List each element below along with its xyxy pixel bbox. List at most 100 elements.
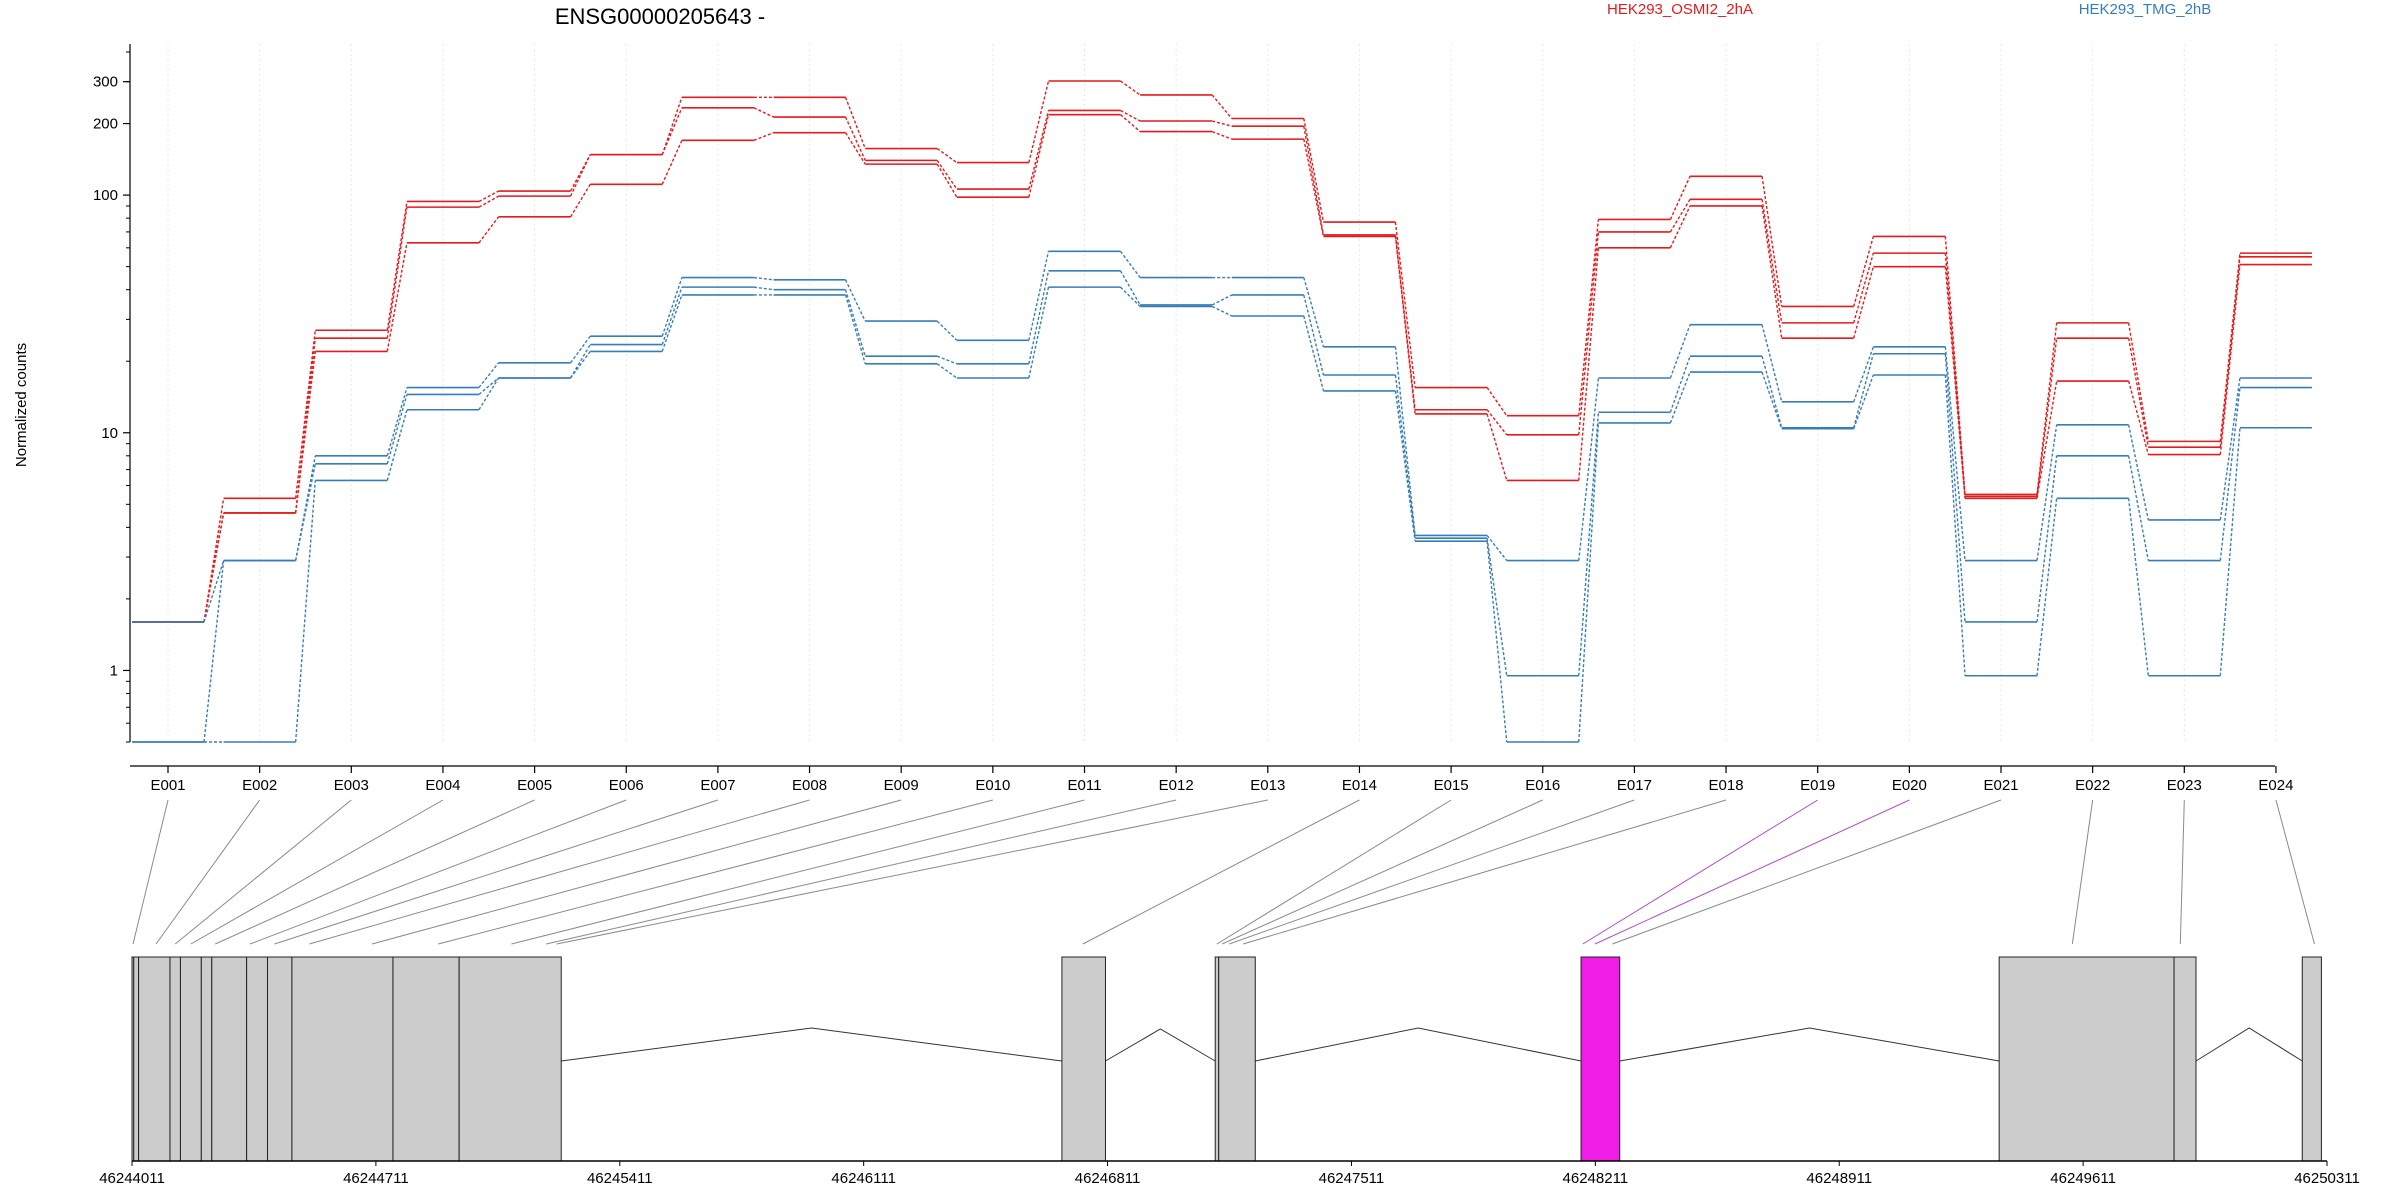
data-connector (478, 362, 500, 388)
data-connector (1394, 346, 1416, 536)
data-connector (661, 286, 683, 345)
series-lines (132, 80, 2312, 743)
exon-block (1214, 956, 1220, 1162)
y-tick-label: 300 (93, 74, 118, 91)
intron-line (1255, 1027, 1582, 1062)
exon-connector (511, 799, 1085, 945)
x-tick-label: E012 (1159, 777, 1194, 794)
data-connector (1761, 324, 1783, 402)
data-connector (1303, 126, 1325, 236)
data-connector (294, 338, 316, 514)
exon-block (458, 956, 562, 1162)
exon-connector (132, 799, 169, 945)
exon-connector (1242, 799, 1727, 945)
exon-connector (556, 799, 1268, 945)
data-connector (2127, 498, 2149, 676)
data-connector (936, 320, 958, 341)
data-connector (386, 394, 408, 465)
data-connector (1119, 270, 1141, 306)
x-tick-label: E019 (1800, 777, 1835, 794)
exon-connector (2179, 799, 2185, 945)
data-connector (1944, 236, 1966, 495)
data-connector (1853, 353, 1875, 428)
data-connector (294, 480, 316, 743)
data-connector (661, 140, 683, 185)
data-connector (478, 216, 500, 244)
data-connector (1944, 253, 1966, 497)
series-1 (132, 80, 2312, 623)
exon-connector (309, 799, 810, 945)
exon-connector (190, 799, 444, 945)
data-connector (936, 163, 958, 198)
data-connector (844, 116, 866, 161)
genomic-coordinate-label: 46250311 (2294, 1170, 2360, 1187)
exon-connector (155, 799, 261, 945)
data-connector (1486, 538, 1508, 676)
data-connector (1211, 120, 1232, 127)
series-6 (132, 286, 2312, 743)
data-connector (2036, 338, 2058, 497)
highlighted-exon (1580, 956, 1621, 1162)
chart-text: ENSG00000205643 - Normalized counts (13, 4, 765, 467)
data-connector (386, 242, 408, 352)
exon-connector (249, 799, 627, 945)
exon-block (133, 956, 140, 1162)
data-connector (1578, 422, 1600, 743)
data-connector (1486, 387, 1508, 417)
data-connector (1211, 94, 1233, 119)
data-connector (1211, 294, 1233, 306)
data-connector (1486, 413, 1508, 481)
exon-connector (2275, 799, 2315, 945)
exon-connectors (132, 799, 2315, 945)
exon-connector (1216, 799, 1452, 945)
legend-entry: HEK293_OSMI2_2hA (1607, 1, 1753, 18)
data-connector (1303, 138, 1325, 237)
exon-connector (1228, 799, 1635, 945)
data-connector (478, 377, 500, 395)
data-connector (2127, 380, 2149, 455)
x-tick-label: E007 (700, 777, 735, 794)
data-connector (386, 387, 408, 457)
genomic-coordinate-label: 46247511 (1319, 1170, 1385, 1187)
data-connector (1669, 355, 1691, 413)
data-connector (1119, 250, 1141, 278)
genomic-coordinate-label: 46246811 (1075, 1170, 1141, 1187)
data-connector (1120, 286, 1141, 307)
data-connector (2127, 424, 2149, 521)
data-connector (2036, 424, 2058, 561)
exon-connector (1612, 799, 2002, 945)
data-connector (1853, 236, 1875, 307)
gene-model: 46244011 46244711 46245411 46246111 46246811… (99, 956, 2360, 1187)
genomic-coordinate-label: 46245411 (587, 1170, 653, 1187)
data-connector (1944, 266, 1966, 499)
x-tick-label: E006 (609, 777, 644, 794)
exon-block (246, 956, 269, 1162)
exon-connector (1221, 799, 1543, 945)
data-connector (1028, 80, 1050, 163)
data-connector (1028, 110, 1050, 190)
exon-connector (371, 799, 902, 945)
data-connector (1578, 231, 1600, 435)
x-tick-label: E010 (975, 777, 1010, 794)
data-connector (203, 512, 225, 623)
series-2 (132, 106, 2312, 623)
x-tick-label: E005 (517, 777, 552, 794)
data-connector (661, 107, 683, 155)
data-connector (936, 159, 958, 190)
data-connector (1028, 270, 1050, 364)
vertical-grid (167, 44, 2277, 742)
data-connector (1028, 286, 1050, 379)
data-connector (294, 351, 316, 514)
data-connector (570, 183, 591, 218)
data-connector (2219, 264, 2241, 455)
data-connector (1028, 114, 1050, 198)
data-connector (1853, 374, 1875, 429)
exon-connector (1082, 799, 1360, 945)
chart-title: ENSG00000205643 - (555, 4, 765, 29)
data-connector (1761, 199, 1783, 323)
data-connector (2127, 338, 2149, 448)
x-tick-label: E023 (2167, 777, 2202, 794)
x-tick-label: E015 (1434, 777, 1469, 794)
data-connector (478, 377, 500, 411)
